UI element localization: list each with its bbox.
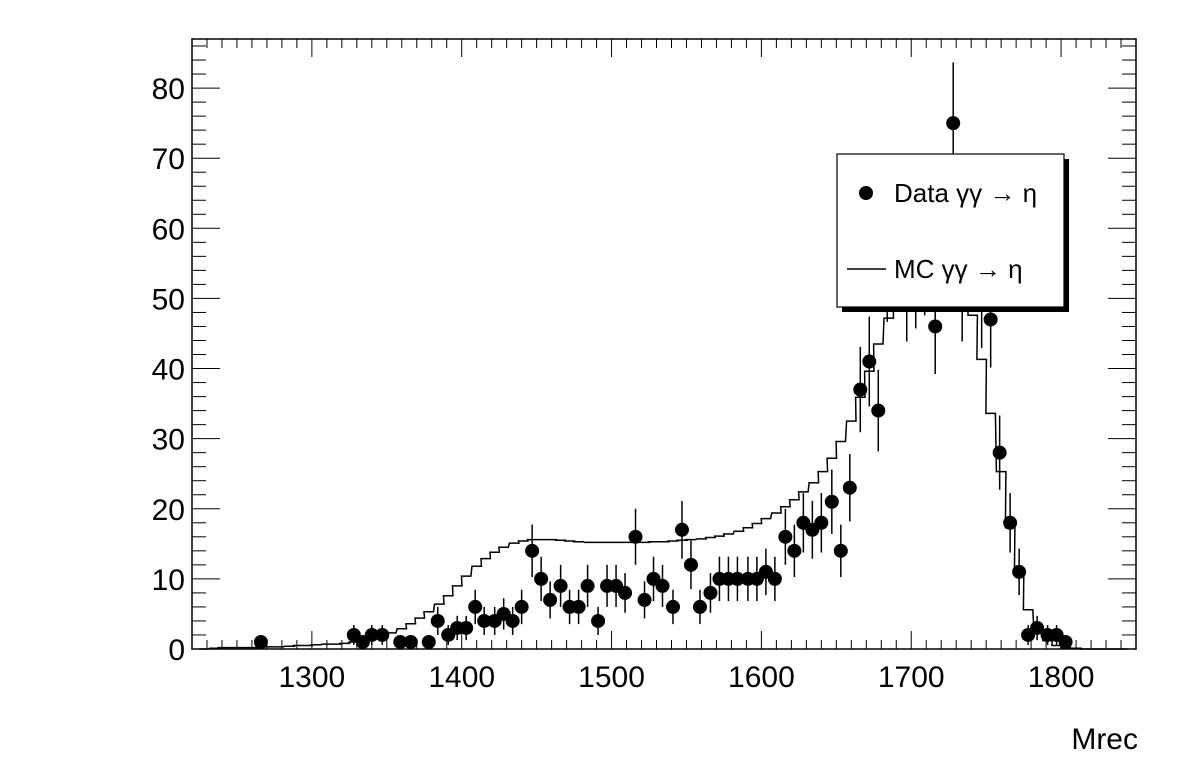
data-point bbox=[928, 319, 943, 334]
data-point bbox=[591, 613, 606, 628]
data-point bbox=[1058, 634, 1073, 649]
y-tick-label: 10 bbox=[152, 564, 185, 597]
data-point bbox=[505, 613, 520, 628]
data-point bbox=[824, 494, 839, 509]
data-point bbox=[1030, 620, 1045, 635]
y-tick-label: 50 bbox=[152, 283, 185, 316]
legend-label-mc: MC γγ → η bbox=[894, 254, 1023, 284]
data-point bbox=[655, 578, 670, 593]
data-point bbox=[430, 613, 445, 628]
data-point bbox=[692, 599, 707, 614]
data-point bbox=[703, 585, 718, 600]
data-point bbox=[946, 116, 961, 131]
data-point bbox=[253, 634, 268, 649]
data-point bbox=[375, 627, 390, 642]
data-point bbox=[1012, 564, 1027, 579]
data-point bbox=[674, 522, 689, 537]
y-axis-tick-labels: 0 10 20 30 40 50 60 70 80 bbox=[152, 73, 185, 667]
x-axis-title: Mrec bbox=[1071, 723, 1138, 756]
x-tick-label: 1300 bbox=[278, 661, 345, 694]
data-point bbox=[862, 354, 877, 369]
y-tick-label: 70 bbox=[152, 143, 185, 176]
y-tick-label: 60 bbox=[152, 213, 185, 246]
data-point bbox=[833, 543, 848, 558]
legend-label-data: Data γγ → η bbox=[894, 178, 1037, 208]
data-point bbox=[842, 480, 857, 495]
data-point bbox=[778, 529, 793, 544]
data-point bbox=[580, 578, 595, 593]
y-tick-label: 30 bbox=[152, 424, 185, 457]
data-point bbox=[983, 312, 998, 327]
x-tick-label: 1700 bbox=[878, 661, 945, 694]
data-point bbox=[665, 599, 680, 614]
y-tick-label: 80 bbox=[152, 73, 185, 106]
x-axis-ticks bbox=[206, 39, 1137, 649]
data-point bbox=[1003, 515, 1018, 530]
x-tick-label: 1500 bbox=[578, 661, 645, 694]
data-point bbox=[514, 599, 529, 614]
data-point bbox=[683, 557, 698, 572]
data-point bbox=[871, 403, 886, 418]
y-axis-ticks bbox=[192, 45, 1136, 650]
x-tick-label: 1400 bbox=[428, 661, 495, 694]
legend: Data γγ → η MC γγ → η bbox=[836, 153, 1069, 312]
data-point bbox=[364, 627, 379, 642]
data-point bbox=[637, 592, 652, 607]
data-point bbox=[730, 571, 745, 586]
data-point bbox=[477, 613, 492, 628]
legend-data-marker bbox=[859, 186, 873, 200]
x-tick-label: 1800 bbox=[1028, 661, 1095, 694]
y-tick-label: 20 bbox=[152, 494, 185, 527]
y-tick-label: 0 bbox=[168, 634, 185, 667]
data-point bbox=[571, 599, 586, 614]
x-tick-label: 1600 bbox=[728, 661, 795, 694]
data-point bbox=[618, 585, 633, 600]
data-point bbox=[553, 578, 568, 593]
data-point bbox=[421, 634, 436, 649]
data-point bbox=[543, 592, 558, 607]
data-point bbox=[534, 571, 549, 586]
data-point bbox=[814, 515, 829, 530]
data-point bbox=[787, 543, 802, 558]
data-point bbox=[628, 529, 643, 544]
data-point bbox=[459, 620, 474, 635]
y-tick-label: 40 bbox=[152, 354, 185, 387]
data-point bbox=[767, 571, 782, 586]
legend-box bbox=[836, 153, 1065, 308]
plot-frame bbox=[191, 38, 1137, 650]
data-point bbox=[853, 382, 868, 397]
data-points-series bbox=[253, 62, 1073, 649]
data-point bbox=[992, 445, 1007, 460]
x-axis-tick-labels: 1300 1400 1500 1600 1700 1800 bbox=[278, 661, 1094, 694]
data-point bbox=[393, 634, 408, 649]
data-point bbox=[525, 543, 540, 558]
data-point bbox=[403, 634, 418, 649]
data-point bbox=[468, 599, 483, 614]
